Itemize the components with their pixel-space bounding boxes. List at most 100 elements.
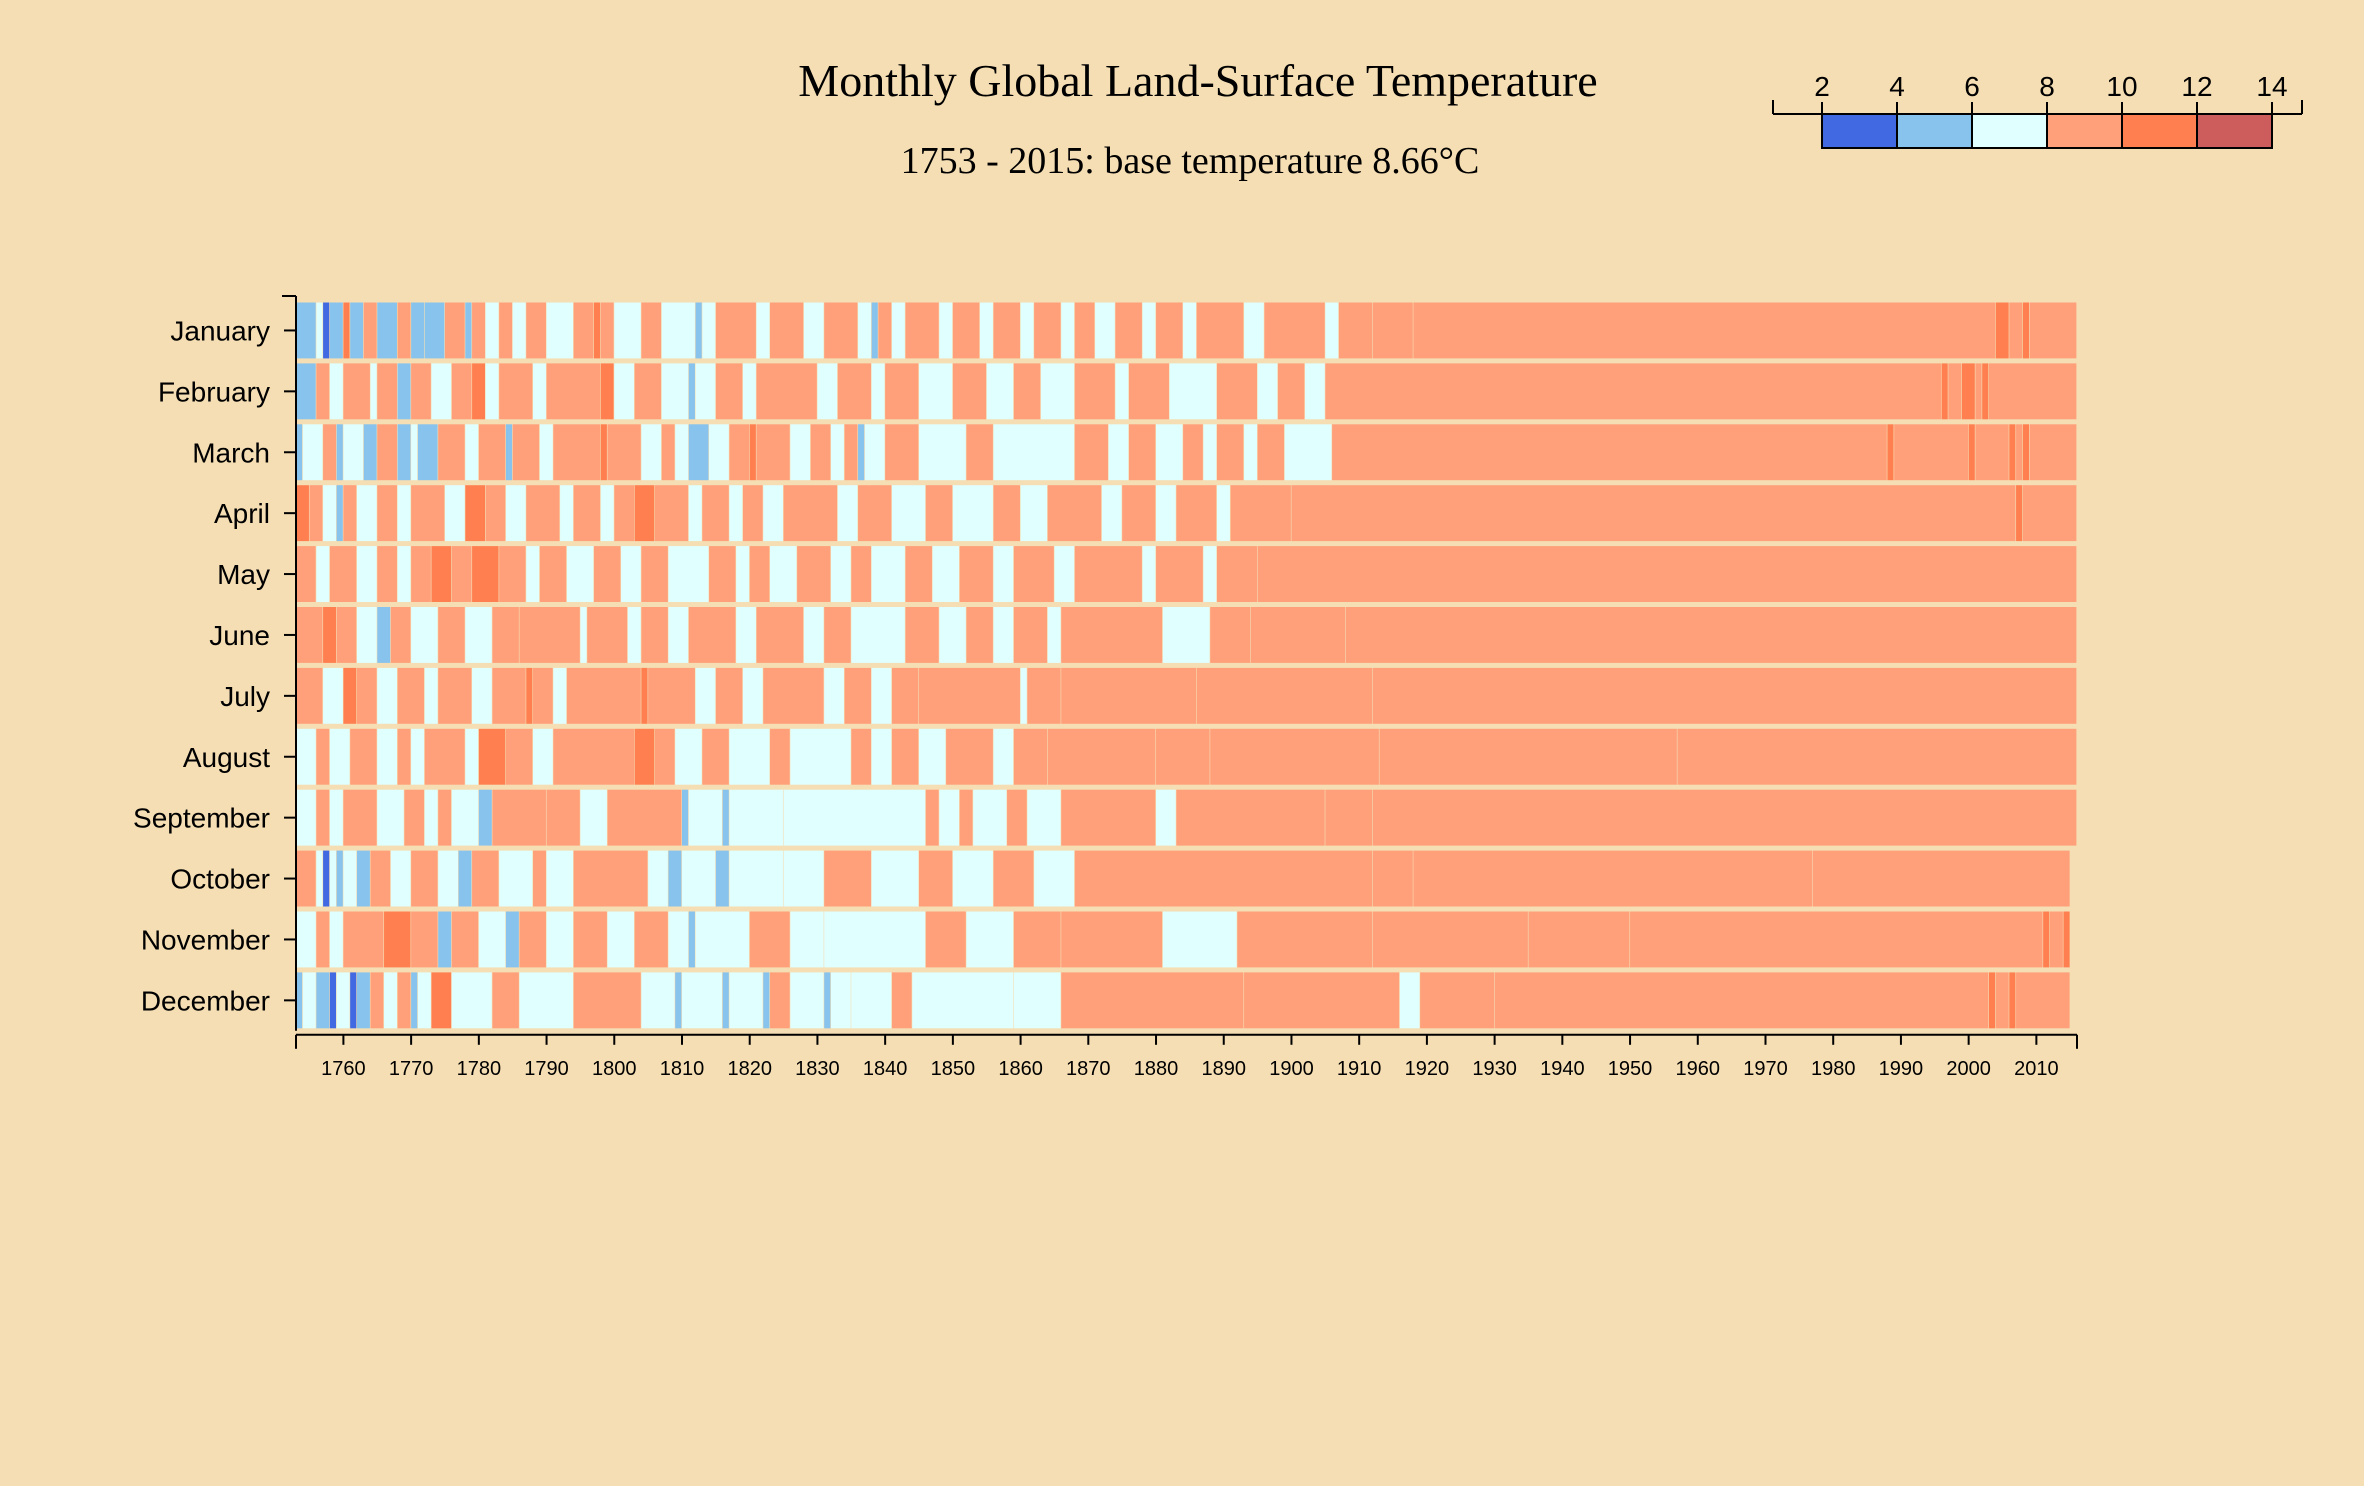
heatmap-cell	[1244, 972, 1400, 1029]
heatmap-cell	[688, 424, 709, 481]
x-tick-label: 1780	[457, 1058, 502, 1080]
x-tick-label: 1790	[524, 1058, 569, 1080]
heatmap-cell	[1061, 789, 1156, 846]
heatmap-cell	[1115, 302, 1142, 359]
heatmap-cell	[851, 607, 905, 663]
heatmap-cell	[986, 363, 1014, 420]
heatmap-cell	[729, 850, 783, 907]
heatmap-cell	[1013, 546, 1054, 602]
heatmap-cell	[336, 972, 350, 1029]
heatmap-cell	[790, 728, 851, 785]
heatmap-cell	[1677, 728, 2077, 785]
heatmap-cell	[553, 667, 567, 724]
heatmap-cell	[837, 485, 858, 542]
heatmap-cell	[472, 667, 492, 724]
heatmap-cell	[1413, 302, 1996, 359]
heatmap-cell	[1216, 424, 1244, 481]
y-tick-label: October	[170, 864, 270, 895]
legend: 2 4 6 8 10 12 14	[1772, 71, 2303, 149]
heatmap-cell	[492, 972, 519, 1029]
heatmap-cell	[417, 424, 438, 481]
heatmap-cell	[472, 546, 499, 602]
x-tick-label: 1950	[1608, 1058, 1653, 1080]
heatmap-cell	[993, 546, 1014, 602]
heatmap-cell	[668, 911, 689, 968]
heatmap-cell	[607, 424, 641, 481]
heatmap-cell	[539, 546, 567, 602]
heatmap-cell	[363, 302, 377, 359]
x-tick-label: 1890	[1201, 1058, 1246, 1080]
heatmap-cell	[472, 850, 499, 907]
heatmap-cell	[830, 424, 844, 481]
heatmap-cell	[336, 607, 357, 663]
y-tick-label: November	[141, 924, 270, 955]
heatmap-cell	[654, 485, 689, 542]
heatmap-cell	[824, 667, 844, 724]
heatmap-cell	[329, 972, 337, 1029]
heatmap-cell	[1169, 363, 1217, 420]
heatmap-cell	[411, 728, 425, 785]
heatmap-cell	[1988, 972, 1996, 1029]
heatmap-cell	[560, 485, 574, 542]
heatmap-cell	[1047, 728, 1156, 785]
heatmap-cell	[370, 363, 377, 420]
heatmap-cell	[2016, 972, 2070, 1029]
heatmap-cell	[377, 546, 397, 602]
heatmap-cell	[871, 850, 919, 907]
heatmap-cell	[1812, 850, 2070, 907]
heatmap-cell	[1338, 302, 1373, 359]
heatmap-cell	[695, 302, 702, 359]
heatmap-cell	[1196, 302, 1244, 359]
heatmap-cell	[2043, 911, 2050, 968]
heatmap-cell	[1284, 424, 1332, 481]
heatmap-cell	[329, 911, 343, 968]
heatmap-cell	[905, 546, 932, 602]
heatmap-cell	[756, 302, 770, 359]
heatmap-cell	[1244, 424, 1257, 481]
heatmap-cell	[925, 485, 953, 542]
heatmap-cell	[438, 667, 472, 724]
heatmap-cell	[465, 424, 479, 481]
heatmap-cell	[742, 667, 763, 724]
heatmap-cell	[377, 667, 397, 724]
x-tick-label: 2000	[1946, 1058, 1991, 1080]
y-tick-label: August	[183, 742, 270, 773]
heatmap-cell	[1074, 424, 1109, 481]
heatmap-cell	[1325, 789, 1373, 846]
heatmap-cell	[465, 302, 472, 359]
heatmap-cell	[1013, 728, 1048, 785]
heatmap-cell	[411, 972, 418, 1029]
heatmap-cell	[411, 546, 431, 602]
heatmap-cell	[1372, 302, 1413, 359]
heatmap-cell	[411, 424, 418, 481]
heatmap-cell	[472, 302, 486, 359]
heatmap-cell	[519, 972, 574, 1029]
heatmap-cell	[2063, 911, 2070, 968]
heatmap-cell	[1345, 607, 2077, 663]
heatmap-cell	[2009, 302, 2023, 359]
heatmap-cell	[377, 363, 397, 420]
heatmap-cell	[492, 789, 546, 846]
heatmap-cell	[465, 485, 486, 542]
legend-tick-label: 6	[1964, 71, 1980, 102]
heatmap-cell	[675, 728, 702, 785]
heatmap-cell	[756, 424, 790, 481]
heatmap-cell	[682, 972, 723, 1029]
heatmap-cell	[1216, 485, 1230, 542]
heatmap-cell	[729, 728, 770, 785]
heatmap-cell	[478, 911, 506, 968]
heatmap-cell	[296, 485, 309, 542]
heatmap-cell	[384, 972, 397, 1029]
heatmap-cell	[871, 546, 905, 602]
heatmap-cell	[316, 302, 323, 359]
heatmap-cell	[296, 607, 323, 663]
heatmap-cell	[431, 363, 452, 420]
heatmap-cell	[830, 546, 851, 602]
heatmap-cell	[377, 728, 397, 785]
heatmap-cell	[1995, 302, 2009, 359]
y-tick-label: January	[170, 315, 270, 346]
heatmap-cell	[966, 424, 993, 481]
heatmap-cell	[742, 485, 763, 542]
heatmap-cell	[1013, 607, 1048, 663]
heatmap-cell	[593, 546, 621, 602]
